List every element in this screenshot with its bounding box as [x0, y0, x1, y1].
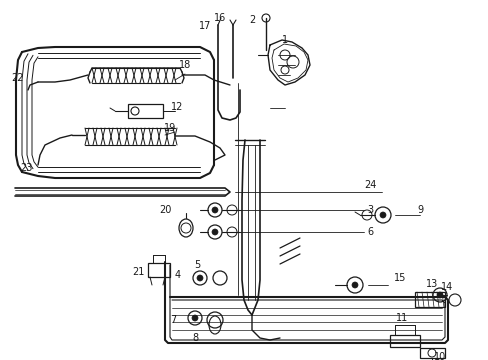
Text: 11: 11	[395, 313, 407, 323]
Text: 10: 10	[433, 352, 445, 360]
Bar	[414, 292, 444, 307]
Text: 4: 4	[175, 270, 181, 280]
Circle shape	[379, 212, 385, 218]
Text: 21: 21	[132, 267, 144, 277]
Text: 6: 6	[366, 227, 372, 237]
Text: 17: 17	[199, 21, 211, 31]
Circle shape	[212, 207, 218, 213]
Text: 22: 22	[12, 73, 24, 83]
Text: 20: 20	[159, 205, 171, 215]
Circle shape	[212, 229, 218, 235]
Text: 7: 7	[169, 315, 176, 325]
Bar	[389, 335, 419, 347]
Text: 23: 23	[20, 163, 32, 173]
Circle shape	[351, 282, 357, 288]
Text: 8: 8	[192, 333, 198, 343]
Circle shape	[192, 315, 198, 321]
Text: 19: 19	[163, 123, 176, 133]
Text: 13: 13	[425, 279, 437, 289]
Text: 24: 24	[363, 180, 375, 190]
Text: 14: 14	[440, 282, 452, 292]
Text: 1: 1	[282, 35, 287, 45]
Text: 12: 12	[170, 102, 183, 112]
Bar	[128, 104, 163, 118]
Circle shape	[197, 275, 203, 281]
Text: 5: 5	[193, 260, 200, 270]
Text: 16: 16	[213, 13, 225, 23]
Text: 2: 2	[248, 15, 255, 25]
Text: 18: 18	[179, 60, 191, 70]
Text: 9: 9	[416, 205, 422, 215]
Bar	[419, 348, 444, 358]
Text: 3: 3	[366, 205, 372, 215]
Text: 15: 15	[393, 273, 406, 283]
Circle shape	[436, 292, 442, 298]
Bar	[148, 263, 170, 277]
